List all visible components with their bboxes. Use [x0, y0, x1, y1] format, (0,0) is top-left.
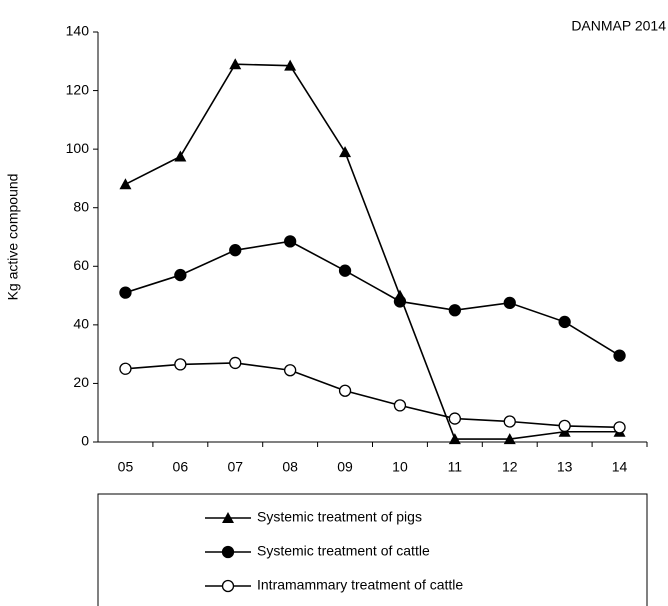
marker [283, 364, 297, 377]
marker [393, 399, 407, 412]
x-tick-label: 14 [612, 459, 628, 475]
source-label: DANMAP 2014 [571, 18, 666, 34]
x-tick-label: 05 [118, 459, 134, 475]
marker [119, 178, 132, 190]
y-tick-label: 20 [73, 374, 89, 390]
x-tick-label: 07 [227, 459, 243, 475]
marker [448, 433, 461, 445]
marker [503, 296, 516, 310]
marker [119, 362, 132, 375]
legend-marker [221, 545, 235, 559]
marker [613, 349, 626, 362]
marker [174, 268, 187, 282]
legend-label: Systemic treatment of cattle [257, 543, 430, 559]
y-tick-label: 120 [66, 81, 90, 97]
marker [613, 421, 626, 434]
x-tick-label: 09 [337, 459, 353, 475]
marker [448, 412, 462, 425]
x-tick-label: 12 [502, 459, 518, 475]
y-tick-label: 80 [73, 198, 89, 214]
series-line [125, 63, 620, 440]
series-line [125, 240, 620, 357]
marker [339, 146, 352, 158]
y-tick-label: 60 [73, 257, 89, 273]
series-line [125, 362, 620, 429]
marker [503, 433, 516, 445]
y-tick-label: 140 [66, 23, 90, 39]
marker [229, 356, 242, 370]
marker [393, 295, 407, 308]
marker [283, 235, 297, 248]
x-tick-label: 10 [392, 459, 408, 475]
marker [558, 419, 571, 433]
marker [338, 264, 352, 277]
x-tick-label: 11 [448, 459, 463, 475]
x-tick-label: 08 [282, 459, 298, 475]
y-tick-label: 40 [73, 316, 89, 332]
y-axis-label: Kg active compound [5, 174, 21, 301]
legend-label: Intramammary treatment of cattle [257, 577, 463, 593]
marker [558, 315, 571, 329]
marker [119, 286, 132, 299]
legend-label: Systemic treatment of pigs [257, 509, 422, 525]
legend-marker [222, 512, 234, 523]
legend-box [97, 493, 648, 606]
marker [448, 304, 462, 317]
marker [503, 415, 516, 428]
marker [174, 358, 187, 371]
x-tick-label: 13 [557, 459, 573, 475]
y-tick-label: 0 [81, 433, 89, 449]
legend-marker [221, 579, 235, 593]
marker [229, 58, 242, 70]
marker [338, 384, 352, 397]
x-tick-label: 06 [173, 459, 189, 475]
marker [229, 244, 242, 257]
marker [284, 59, 297, 71]
y-tick-label: 100 [66, 140, 90, 156]
marker [174, 150, 187, 162]
